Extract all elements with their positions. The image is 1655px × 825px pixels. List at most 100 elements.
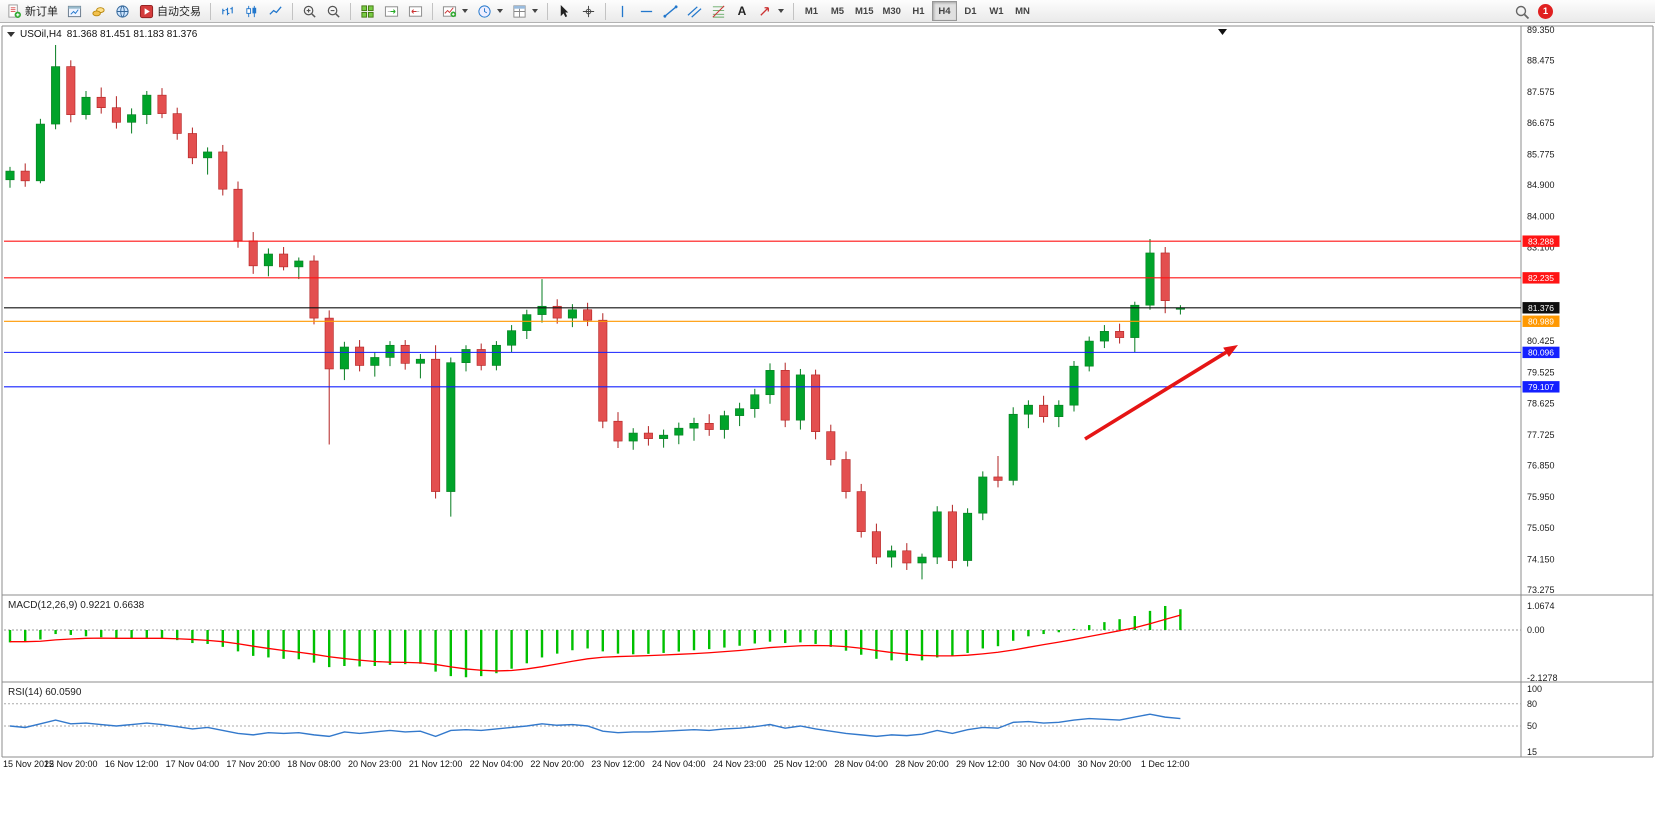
market-watch-icon — [67, 4, 82, 19]
macd-indicator-label: MACD(12,26,9) 0.9221 0.6638 — [8, 600, 145, 611]
time-axis-label: 20 Nov 23:00 — [348, 759, 402, 769]
indicators-icon — [442, 4, 457, 19]
text-tool-icon: A — [737, 4, 747, 18]
bar-chart-icon — [220, 4, 235, 19]
candlestick-icon — [244, 4, 259, 19]
zoom-in-button[interactable] — [298, 1, 321, 21]
toolbar-separator — [547, 2, 548, 20]
timeframe-m5-button[interactable]: M5 — [825, 1, 850, 21]
time-axis-label: 15 Nov 2022 — [3, 759, 55, 769]
time-axis-label: 22 Nov 20:00 — [530, 759, 584, 769]
time-axis-label: 21 Nov 12:00 — [408, 759, 463, 769]
new-order-button[interactable]: 新订单 — [3, 1, 62, 21]
svg-text:84.900: 84.900 — [1527, 180, 1555, 190]
cursor-icon — [557, 4, 572, 19]
vertical-line-icon — [615, 4, 630, 19]
bar-chart-type-button[interactable] — [216, 1, 239, 21]
chevron-down-icon[interactable] — [7, 32, 15, 37]
time-axis-label: 28 Nov 20:00 — [895, 759, 949, 769]
svg-text:1.0674: 1.0674 — [1527, 601, 1555, 611]
crosshair-button[interactable] — [577, 1, 600, 21]
cursor-button[interactable] — [553, 1, 576, 21]
auto-scroll-button[interactable] — [380, 1, 403, 21]
timeframe-m1-button[interactable]: M1 — [799, 1, 824, 21]
zoom-out-button[interactable] — [322, 1, 345, 21]
crosshair-icon — [581, 4, 596, 19]
svg-text:0.00: 0.00 — [1527, 625, 1545, 635]
channel-button[interactable] — [683, 1, 706, 21]
svg-text:89.350: 89.350 — [1527, 25, 1555, 35]
svg-text:82.235: 82.235 — [1528, 273, 1554, 283]
auto-trading-button[interactable]: 自动交易 — [135, 1, 205, 21]
toolbar-separator — [292, 2, 293, 20]
time-axis-label: 28 Nov 04:00 — [834, 759, 888, 769]
indicators-button[interactable] — [438, 1, 472, 21]
svg-text:80.096: 80.096 — [1528, 348, 1554, 358]
zoom-in-icon — [302, 4, 317, 19]
timeframe-w1-button[interactable]: W1 — [984, 1, 1009, 21]
svg-text:80.989: 80.989 — [1528, 316, 1554, 326]
globe-icon — [115, 4, 130, 19]
time-axis-label: 24 Nov 04:00 — [652, 759, 706, 769]
market-watch-button[interactable] — [63, 1, 86, 21]
svg-text:83.100: 83.100 — [1527, 243, 1555, 253]
time-axis-label: 15 Nov 20:00 — [44, 759, 98, 769]
svg-text:86.675: 86.675 — [1527, 118, 1555, 128]
time-axis-label: 23 Nov 12:00 — [591, 759, 645, 769]
new-order-icon — [7, 3, 22, 19]
svg-text:100: 100 — [1527, 684, 1542, 694]
timeframe-m30-button[interactable]: M30 — [878, 1, 904, 21]
svg-text:80: 80 — [1527, 699, 1537, 709]
line-chart-icon — [268, 4, 283, 19]
timeframe-mn-button[interactable]: MN — [1010, 1, 1035, 21]
svg-text:50: 50 — [1527, 721, 1537, 731]
timeframe-h4-button[interactable]: H4 — [931, 1, 957, 21]
timeframe-h1-button[interactable]: H1 — [906, 1, 931, 21]
svg-text:75.950: 75.950 — [1527, 492, 1555, 502]
time-axis-label: 17 Nov 20:00 — [226, 759, 280, 769]
channel-icon — [687, 4, 702, 19]
periods-button[interactable] — [473, 1, 507, 21]
templates-icon — [512, 4, 527, 19]
svg-text:87.575: 87.575 — [1527, 87, 1555, 97]
svg-text:79.107: 79.107 — [1528, 382, 1554, 392]
timeframe-d1-button[interactable]: D1 — [958, 1, 983, 21]
tile-windows-button[interactable] — [356, 1, 379, 21]
time-axis-label: 16 Nov 12:00 — [104, 759, 159, 769]
templates-button[interactable] — [508, 1, 542, 21]
svg-text:-2.1278: -2.1278 — [1527, 673, 1558, 683]
timeframe-m15-button[interactable]: M15 — [851, 1, 877, 21]
text-tool-button[interactable]: A — [731, 1, 753, 21]
time-axis-label: 1 Dec 12:00 — [1140, 759, 1190, 769]
chart-shift-icon — [408, 4, 423, 19]
search-icon — [1514, 4, 1530, 20]
notification-badge[interactable]: 1 — [1538, 4, 1553, 19]
line-chart-type-button[interactable] — [264, 1, 287, 21]
web-terminal-button[interactable] — [111, 1, 134, 21]
tile-windows-icon — [360, 4, 375, 19]
fibonacci-button[interactable] — [707, 1, 730, 21]
quotes-button[interactable] — [87, 1, 110, 21]
svg-text:88.475: 88.475 — [1527, 55, 1555, 65]
chart-symbol-header: USOil,H4 81.368 81.451 81.183 81.376 — [7, 29, 197, 40]
svg-text:80.425: 80.425 — [1527, 336, 1555, 346]
toolbar-separator — [605, 2, 606, 20]
trendline-button[interactable] — [659, 1, 682, 21]
search-button[interactable] — [1510, 2, 1534, 22]
vertical-line-button[interactable] — [611, 1, 634, 21]
clock-icon — [477, 4, 492, 19]
pane-separator[interactable] — [0, 680, 1521, 685]
svg-text:85.775: 85.775 — [1527, 150, 1555, 160]
price-axis[interactable] — [1521, 26, 1655, 757]
arrow-objects-button[interactable] — [754, 1, 788, 21]
chart-shift-button[interactable] — [404, 1, 427, 21]
time-axis[interactable]: 15 Nov 2022 15 Nov 20:00 16 Nov 12:00 17 No… — [0, 759, 1655, 775]
candlestick-type-button[interactable] — [240, 1, 263, 21]
pane-separator[interactable] — [0, 593, 1521, 598]
toolbar-separator — [793, 2, 794, 20]
horizontal-line-button[interactable] — [635, 1, 658, 21]
time-axis-label: 25 Nov 12:00 — [773, 759, 828, 769]
pane-separator[interactable] — [0, 753, 1521, 758]
time-axis-label: 30 Nov 04:00 — [1016, 759, 1071, 769]
